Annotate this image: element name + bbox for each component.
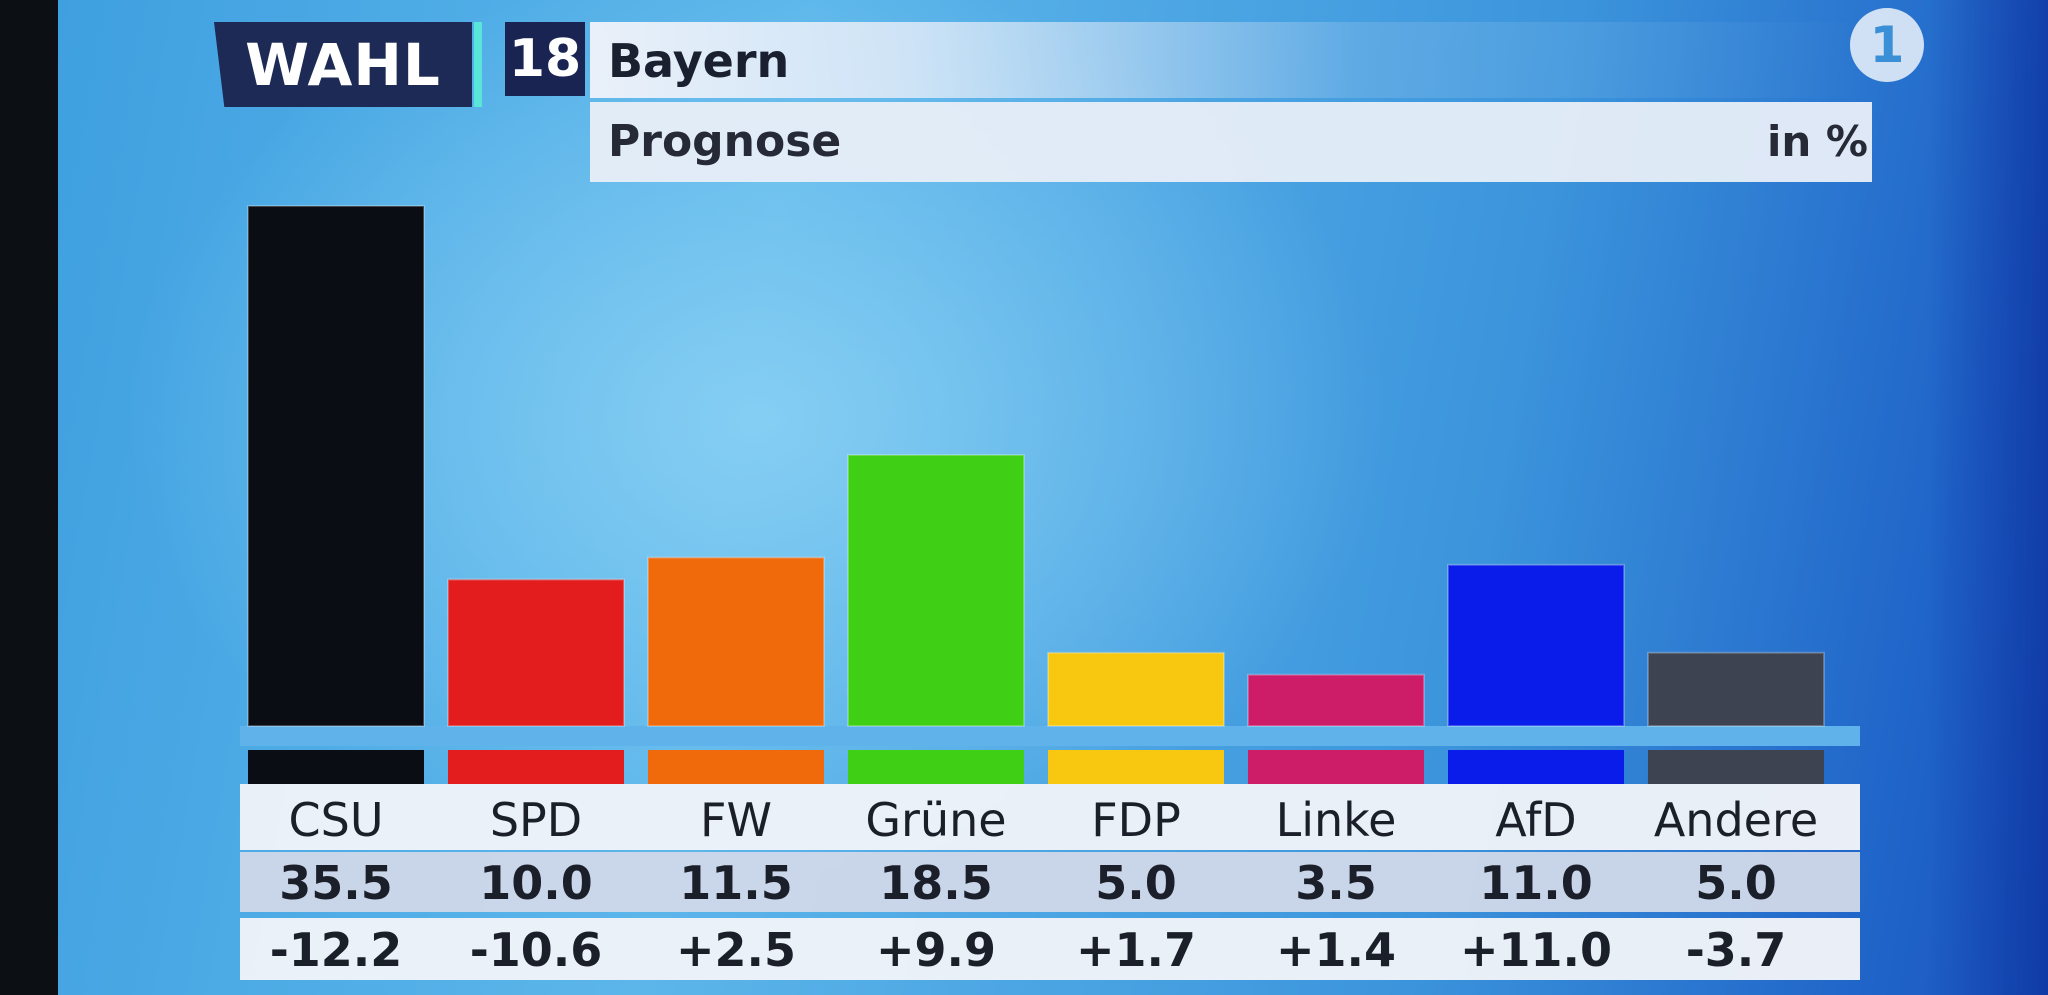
bar-linke	[1247, 673, 1425, 728]
channel-logo: 1	[1850, 8, 1924, 82]
change-label-andere: -3.7	[1685, 923, 1787, 977]
unit-label: in %	[1766, 117, 1868, 166]
bar-stub-spd	[448, 750, 624, 784]
value-label-andere: 5.0	[1695, 856, 1777, 910]
party-name-linke: Linke	[1275, 793, 1397, 847]
bar-fdp	[1047, 651, 1225, 727]
bar-stub-andere	[1648, 750, 1824, 784]
change-label-spd: -10.6	[469, 923, 603, 977]
value-label-afd: 11.0	[1479, 856, 1593, 910]
baseline-band	[240, 726, 1860, 746]
party-name-andere: Andere	[1653, 793, 1819, 847]
value-label-gruene: 18.5	[879, 856, 993, 910]
election-badge: WAHL	[214, 22, 472, 107]
value-label-spd: 10.0	[479, 856, 593, 910]
bar-stub-fdp	[1048, 750, 1224, 784]
bar-spd	[447, 578, 625, 727]
party-name-fw: FW	[700, 793, 772, 847]
party-name-row: CSU SPD FW Grüne FDP Linke AfD Andere	[240, 784, 1860, 850]
title-bar	[590, 22, 1872, 98]
bar-gruene	[847, 454, 1025, 727]
value-label-linke: 3.5	[1295, 856, 1377, 910]
party-name-fdp: FDP	[1091, 793, 1181, 847]
percentage-row: 35.5 10.0 11.5 18.5 5.0 3.5 11.0 5.0	[240, 852, 1860, 912]
party-name-afd: AfD	[1495, 793, 1577, 847]
subtitle-bar	[590, 102, 1872, 182]
bar-stub-fw	[648, 750, 824, 784]
change-label-afd: +11.0	[1459, 923, 1613, 977]
change-label-fw: +2.5	[675, 923, 797, 977]
election-year: 18	[508, 29, 582, 89]
value-label-fdp: 5.0	[1095, 856, 1177, 910]
value-label-fw: 11.5	[679, 856, 793, 910]
bar-afd	[1447, 563, 1625, 727]
bar-fw	[647, 556, 825, 728]
election-year-badge: 18	[505, 22, 585, 96]
badge-accent-stripe	[474, 22, 482, 107]
party-name-spd: SPD	[489, 793, 583, 847]
change-row: -12.2 -10.6 +2.5 +9.9 +1.7 +1.4 +11.0 -3.7	[240, 918, 1860, 980]
bar-stub-linke	[1248, 750, 1424, 784]
channel-logo-text: 1	[1869, 16, 1905, 74]
change-label-fdp: +1.7	[1075, 923, 1197, 977]
bar-csu	[247, 205, 425, 727]
party-name-csu: CSU	[288, 793, 384, 847]
region-title: Bayern	[608, 34, 790, 88]
change-label-linke: +1.4	[1275, 923, 1397, 977]
value-label-csu: 35.5	[279, 856, 393, 910]
bar-stub-gruene	[848, 750, 1024, 784]
party-name-gruene: Grüne	[865, 793, 1007, 847]
election-badge-text: WAHL	[245, 30, 441, 99]
change-label-gruene: +9.9	[875, 923, 997, 977]
bar-andere	[1647, 651, 1825, 727]
bar-stub-csu	[248, 750, 424, 784]
forecast-label: Prognose	[608, 116, 842, 167]
change-label-csu: -12.2	[269, 923, 403, 977]
bar-stub-afd	[1448, 750, 1624, 784]
